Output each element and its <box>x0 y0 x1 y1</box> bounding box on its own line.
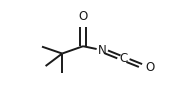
Text: O: O <box>146 61 155 74</box>
Text: N: N <box>97 44 106 57</box>
Text: C: C <box>119 52 128 65</box>
Text: O: O <box>78 10 88 23</box>
